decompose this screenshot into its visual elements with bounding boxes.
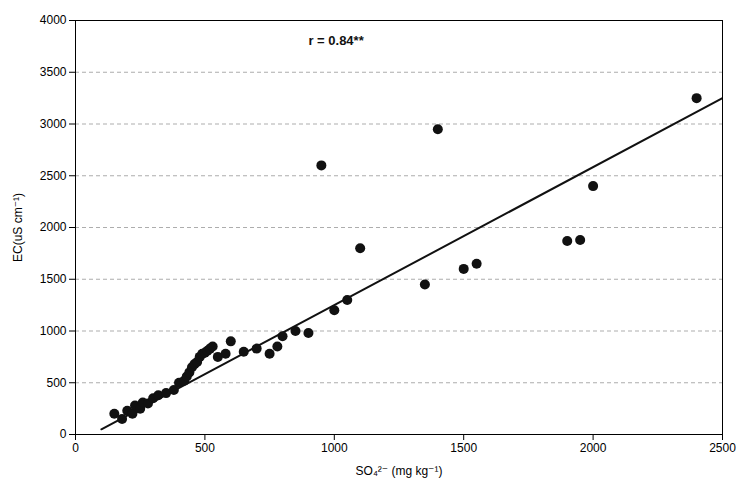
- svg-text:2000: 2000: [580, 441, 607, 455]
- svg-text:3500: 3500: [40, 65, 67, 79]
- svg-text:1000: 1000: [321, 441, 348, 455]
- svg-text:EC(uS cm⁻¹): EC(uS cm⁻¹): [11, 193, 25, 262]
- svg-text:0: 0: [72, 441, 79, 455]
- svg-text:SO₄²⁻ (mg kg⁻¹): SO₄²⁻ (mg kg⁻¹): [356, 464, 443, 478]
- svg-text:3000: 3000: [40, 117, 67, 131]
- svg-text:4000: 4000: [40, 13, 67, 27]
- svg-text:1000: 1000: [40, 324, 67, 338]
- svg-text:500: 500: [46, 376, 66, 390]
- svg-text:1500: 1500: [450, 441, 477, 455]
- svg-text:r = 0.84**: r = 0.84**: [308, 33, 364, 48]
- svg-text:0: 0: [60, 427, 67, 441]
- svg-text:2500: 2500: [40, 169, 67, 183]
- svg-text:2500: 2500: [709, 441, 736, 455]
- svg-text:500: 500: [195, 441, 215, 455]
- svg-text:2000: 2000: [40, 220, 67, 234]
- svg-text:1500: 1500: [40, 272, 67, 286]
